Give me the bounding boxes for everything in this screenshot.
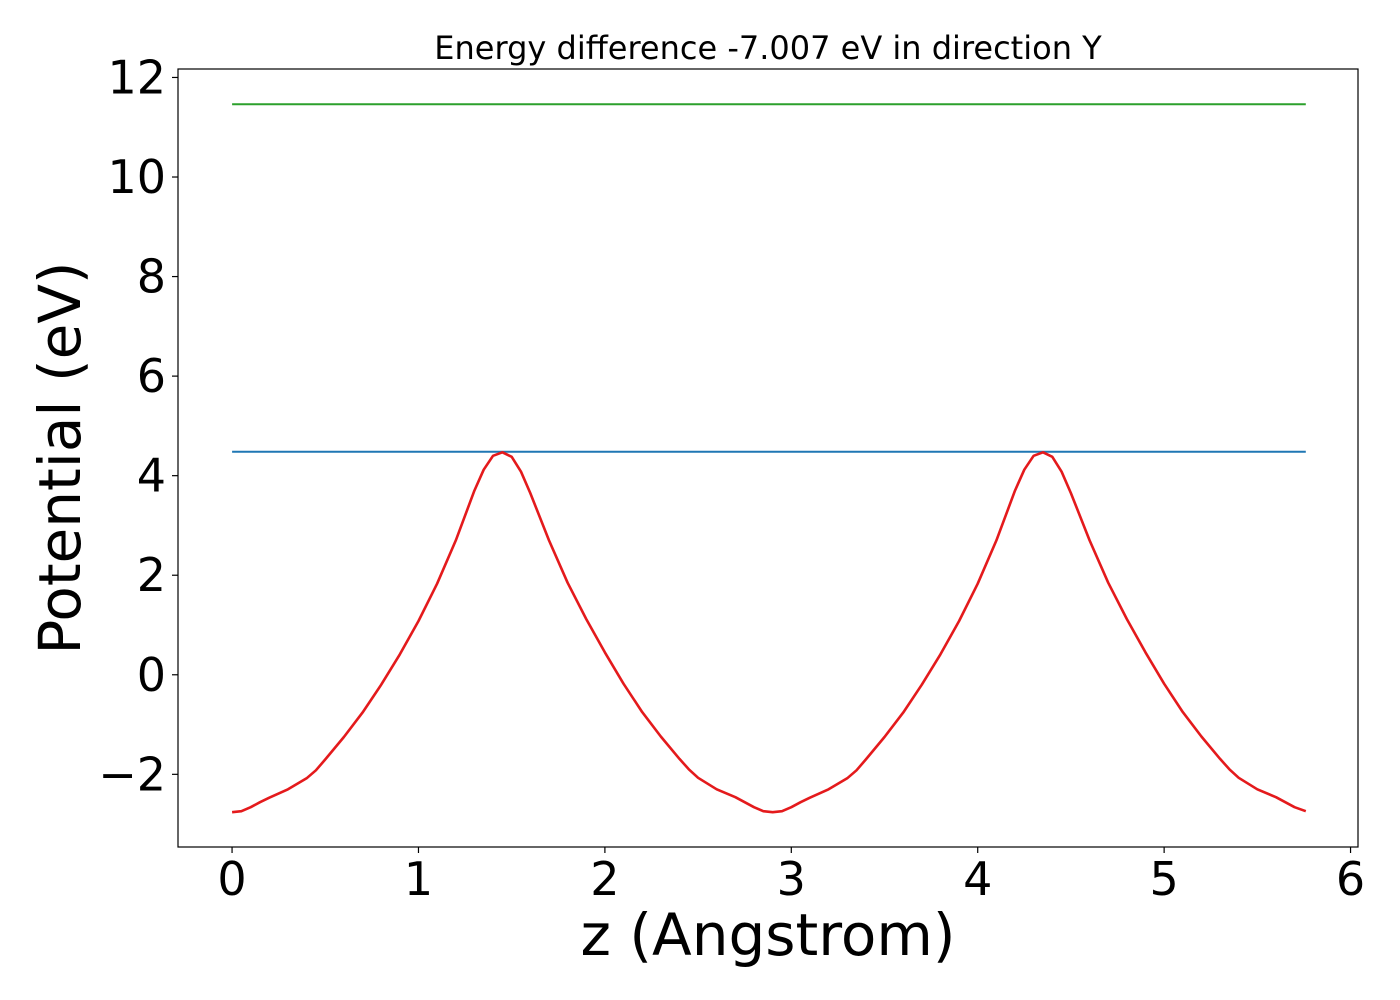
y-tick-label: −2 [98,747,166,801]
plot-frame [177,68,1359,848]
series-line-3 [231,450,1307,814]
y-axis-label: Potential (eV) [26,261,94,654]
y-tick-label: 0 [137,648,166,702]
chart-title: Energy difference -7.007 eV in direction… [434,29,1102,67]
x-axis-label: z (Angstrom) [581,901,956,969]
x-tick-label: 5 [1149,852,1178,906]
x-tick-label: 0 [217,852,246,906]
x-tick-label: 2 [590,852,619,906]
x-tick-label: 4 [963,852,992,906]
y-tick-label: 4 [137,449,166,503]
y-tick-label: 8 [137,250,166,304]
x-axis: 0 1 2 3 4 5 6 [217,847,1365,906]
y-tick-label: 10 [107,150,166,204]
y-tick-label: 12 [107,50,166,104]
y-axis: −2 0 2 4 6 8 10 12 [98,50,178,801]
x-tick-label: 1 [404,852,433,906]
x-tick-label: 6 [1336,852,1365,906]
y-tick-label: 2 [137,548,166,602]
y-tick-label: 6 [137,349,166,403]
x-tick-label: 3 [777,852,806,906]
plot-lines [231,103,1307,814]
